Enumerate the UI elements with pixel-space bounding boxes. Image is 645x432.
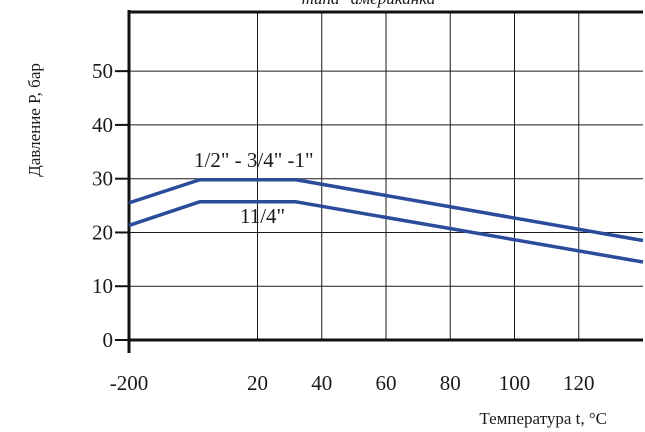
y-tick-label: 40 (92, 113, 113, 137)
y-tick-label: 0 (103, 328, 114, 352)
chart-title: типа "американка" (302, 0, 444, 8)
series-line-1 (128, 178, 644, 243)
x-tick-label: 100 (499, 371, 531, 395)
x-tick-label: 120 (563, 371, 595, 395)
x-tick-label: 40 (311, 371, 332, 395)
x-axis-title: Температура t, °C (479, 409, 607, 428)
series-label-1: 1/2" - 3/4" -1" (194, 148, 314, 172)
x-tick-label: 60 (376, 371, 397, 395)
axis-ticks (115, 70, 129, 341)
series-label-2: 11/4" (240, 204, 285, 228)
y-tick-label: 10 (92, 274, 113, 298)
grid (129, 12, 643, 340)
y-tick-label: 50 (92, 59, 113, 83)
series-line-2 (128, 200, 644, 264)
series-lines (128, 178, 644, 264)
plot-frame (127, 10, 643, 353)
y-tick-label: 20 (92, 220, 113, 244)
labels: 0 10 20 30 40 50 -200 20 40 60 80 100 120 1/2" - 3/4"… (25, 0, 607, 428)
y-tick-label: 30 (92, 167, 113, 191)
x-tick-label: 20 (247, 371, 268, 395)
y-axis-title: Давление P, бар (25, 63, 44, 177)
x-tick-label: 80 (440, 371, 461, 395)
x-tick-label: -200 (110, 371, 149, 395)
